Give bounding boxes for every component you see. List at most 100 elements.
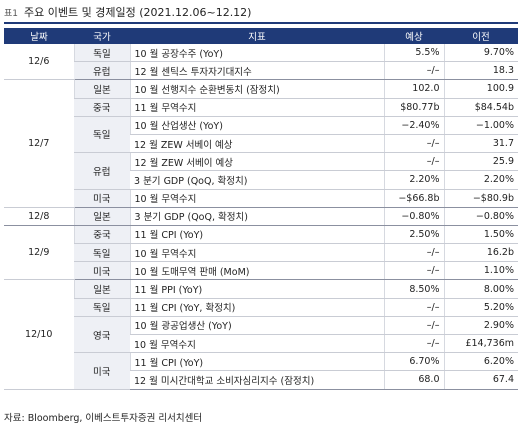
table-title: 주요 이벤트 및 경제일정 (2021.12.06~12.12) [24, 6, 252, 19]
table-row: 미국 11 월 CPI (YoY) 6.70% 6.20% [4, 352, 518, 390]
forecast-cell: $80.77b [383, 98, 444, 117]
forecast-cell: 5.5% [383, 44, 444, 63]
indicator-cell: 12 월 ZEW 서베이 예상 [130, 134, 384, 154]
indicator-cell: 10 월 공장수주 (YoY) [129, 44, 384, 63]
indicator-cell: 10 월 선행지수 순환변동치 (잠정치) [129, 79, 384, 99]
previous-cell: −1.00% [443, 116, 518, 135]
previous-cell: 25.9 [443, 152, 518, 172]
country-cell: 중국 [74, 98, 130, 117]
table-row: 미국 10 월 도매무역 판매 (MoM) –/– 1.10% [4, 261, 518, 281]
date-cell: 12/9 [4, 225, 74, 281]
table-row: 유럽 12 월 센틱스 투자자기대지수 –/– 18.3 [4, 61, 518, 81]
column-header: 국가 [74, 28, 130, 44]
indicator-cell: 10 월 산업생산 (YoY) [129, 116, 384, 135]
forecast-cell: –/– [383, 261, 444, 281]
column-header: 날짜 [4, 28, 74, 44]
forecast-cell: –/– [383, 243, 444, 263]
forecast-cell: –/– [383, 152, 444, 172]
indicator-cell: 10 월 도매무역 판매 (MoM) [129, 261, 384, 281]
table-row: 3 분기 GDP (QoQ, 확정치) 2.20% 2.20% [4, 170, 518, 190]
schedule-table: 날짜 국가 지표 예상 이전 12/6 독일 10 월 공장수주 (YoY) 5.5% 9.70… [4, 28, 518, 390]
previous-cell: 16.2b [443, 243, 518, 263]
indicator-cell: 12 월 센틱스 투자자기대지수 [129, 61, 384, 81]
date-cell: 12/7 [4, 79, 74, 208]
forecast-cell: 68.0 [383, 370, 444, 390]
indicator-cell: 10 월 무역수지 [129, 243, 384, 263]
country-cell: 중국 [73, 225, 130, 245]
header-row: 날짜 국가 지표 예상 이전 [4, 28, 518, 44]
country-cell: 미국 [74, 352, 130, 390]
previous-cell: −0.80% [443, 207, 518, 226]
country-cell: 미국 [74, 261, 130, 281]
indicator-cell: 11 월 CPI (YoY) [129, 225, 384, 245]
indicator-cell: 12 월 ZEW 서베이 예상 [129, 152, 384, 172]
forecast-cell: 8.50% [383, 279, 444, 299]
forecast-cell: 2.20% [383, 170, 444, 190]
forecast-cell: –/– [383, 298, 444, 317]
indicator-cell: 10 월 광공업생산 (YoY) [129, 316, 384, 336]
indicator-cell: 11 월 무역수지 [129, 98, 384, 117]
forecast-cell: 102.0 [383, 79, 444, 99]
country-cell: 일본 [73, 207, 130, 226]
forecast-cell: –/– [383, 334, 444, 354]
indicator-cell: 3 분기 GDP (QoQ, 확정치) [130, 170, 384, 190]
forecast-cell: –/– [383, 61, 444, 81]
date-cell: 12/8 [4, 207, 74, 226]
country-cell: 미국 [74, 189, 130, 208]
table-tag: 표1 [4, 9, 19, 19]
previous-cell: 1.10% [443, 261, 518, 281]
country-cell: 영국 [74, 316, 130, 354]
table-row: 영국 10 월 광공업생산 (YoY) –/– 2.90% [4, 316, 518, 354]
indicator-cell: 11 월 CPI (YoY, 확정치) [129, 298, 384, 317]
date-cell: 12/10 [4, 279, 74, 390]
previous-cell: £14,736m [443, 334, 518, 354]
table-row: 미국 10 월 무역수지 −$66.8b −$80.9b [4, 189, 518, 208]
country-cell: 독일 [74, 116, 130, 154]
country-cell: 일본 [73, 79, 130, 99]
indicator-cell: 11 월 CPI (YoY) [129, 352, 384, 372]
table-row: 12/10 일본 11 월 PPI (YoY) 8.50% 8.00% [4, 279, 518, 390]
previous-cell: $84.54b [443, 98, 518, 117]
table-row: 12/8 일본 3 분기 GDP (QoQ, 확정치) −0.80% −0.80% [4, 207, 518, 226]
forecast-cell: –/– [383, 316, 444, 336]
indicator-cell: 3 분기 GDP (QoQ, 확정치) [129, 207, 384, 226]
indicator-cell: 11 월 PPI (YoY) [129, 279, 384, 299]
source-note: 자료: Bloomberg, 이베스트투자증권 리서치센터 [4, 413, 203, 424]
country-cell: 독일 [74, 243, 130, 263]
table-row: 12/7 일본 10 월 선행지수 순환변동치 (잠정치) 102.0 100.9 [4, 79, 518, 208]
previous-cell: −$80.9b [443, 189, 518, 208]
table-row: 10 월 무역수지 –/– £14,736m [4, 334, 518, 354]
column-header: 예상 [384, 28, 444, 44]
table-row: 12 월 미시간대학교 소비자심리지수 (잠정치) 68.0 67.4 [4, 370, 518, 390]
previous-cell: 9.70% [443, 44, 518, 63]
forecast-cell: –/– [383, 134, 444, 154]
previous-cell: 18.3 [443, 61, 518, 81]
country-cell: 유럽 [74, 152, 130, 190]
forecast-cell: 2.50% [383, 225, 444, 245]
column-header: 지표 [130, 28, 384, 44]
previous-cell: 100.9 [443, 79, 518, 99]
previous-cell: 67.4 [443, 370, 518, 390]
previous-cell: 2.20% [443, 170, 518, 190]
indicator-cell: 10 월 무역수지 [129, 189, 384, 208]
table-row: 12/9 중국 11 월 CPI (YoY) 2.50% 1.50% [4, 225, 518, 281]
country-cell: 유럽 [74, 61, 130, 81]
forecast-cell: −$66.8b [383, 189, 444, 208]
table-row: 독일 10 월 무역수지 –/– 16.2b [4, 243, 518, 263]
country-cell: 독일 [73, 44, 130, 63]
table-row: 12/6 독일 10 월 공장수주 (YoY) 5.5% 9.70% [4, 44, 518, 81]
indicator-cell: 12 월 미시간대학교 소비자심리지수 (잠정치) [130, 370, 384, 390]
forecast-cell: 6.70% [383, 352, 444, 372]
table-row: 중국 11 월 무역수지 $80.77b $84.54b [4, 98, 518, 117]
country-cell: 독일 [74, 298, 130, 317]
forecast-cell: −0.80% [383, 207, 444, 226]
indicator-cell: 10 월 무역수지 [130, 334, 384, 354]
table-row: 12 월 ZEW 서베이 예상 –/– 31.7 [4, 134, 518, 154]
title: 표1 주요 이벤트 및 경제일정 (2021.12.06~12.12) [4, 4, 251, 20]
column-header: 이전 [444, 28, 518, 44]
table-row: 독일 11 월 CPI (YoY, 확정치) –/– 5.20% [4, 298, 518, 317]
previous-cell: 31.7 [443, 134, 518, 154]
table-row: 독일 10 월 산업생산 (YoY) −2.40% −1.00% [4, 116, 518, 154]
title-rule [4, 22, 518, 24]
